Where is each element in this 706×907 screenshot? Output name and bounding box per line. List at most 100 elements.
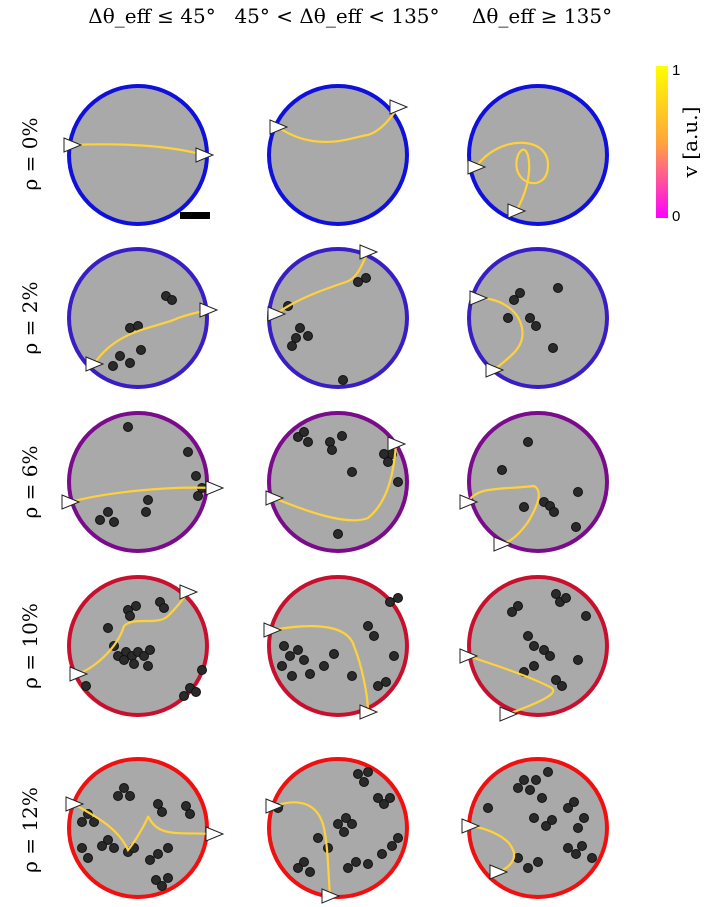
obstacle-bead [519, 502, 529, 512]
obstacle-bead [139, 651, 149, 661]
panel-r1-c1 [267, 244, 409, 389]
trajectory-line [92, 308, 210, 366]
obstacle-bead [109, 517, 119, 527]
obstacle-bead [109, 843, 119, 853]
obstacle-bead [299, 857, 309, 867]
obstacle-bead [523, 863, 533, 873]
arena-boundary [267, 575, 409, 717]
panel-r2-c0 [61, 411, 225, 553]
obstacle-bead [359, 777, 369, 787]
obstacle-bead [381, 677, 391, 687]
obstacle-bead [529, 661, 539, 671]
obstacle-bead [373, 793, 383, 803]
obstacle-bead [363, 621, 373, 631]
obstacle-bead [548, 343, 558, 353]
obstacle-bead [125, 791, 135, 801]
obstacle-bead [553, 283, 563, 293]
panel-r3-c0 [67, 575, 209, 717]
trajectory-end-marker [199, 302, 219, 318]
obstacle-bead [291, 333, 301, 343]
obstacle-bead [191, 687, 201, 697]
trajectory-line [274, 250, 370, 316]
obstacle-bead [153, 799, 163, 809]
obstacle-bead [545, 651, 555, 661]
obstacle-bead [507, 607, 517, 617]
obstacle-bead [159, 603, 169, 613]
obstacle-bead [363, 767, 373, 777]
obstacle-bead [113, 791, 123, 801]
obstacle-bead [303, 331, 313, 341]
trajectory-start-marker [461, 818, 481, 834]
trajectory-start-marker [65, 796, 85, 812]
obstacle-bead [563, 843, 573, 853]
obstacle-bead [573, 655, 583, 665]
arena-boundary [67, 411, 209, 553]
trajectory-end-marker [493, 536, 513, 552]
obstacle-bead [539, 645, 549, 655]
trajectory-end-marker [205, 480, 225, 496]
trajectory-line [476, 296, 524, 372]
trajectory-start-marker [63, 137, 83, 153]
obstacle-bead [153, 849, 163, 859]
obstacle-bead [347, 671, 357, 681]
trajectory-line [468, 824, 516, 874]
obstacle-bead [523, 631, 533, 641]
trajectory-start-marker [61, 494, 81, 510]
obstacle-bead [185, 809, 195, 819]
obstacle-bead [525, 313, 535, 323]
obstacle-bead [123, 422, 133, 432]
obstacle-bead [373, 681, 383, 691]
obstacle-bead [389, 651, 399, 661]
obstacle-bead [143, 661, 153, 671]
trajectory-end-marker [489, 864, 509, 880]
obstacle-bead [103, 835, 113, 845]
obstacle-bead [163, 843, 173, 853]
obstacle-bead [369, 631, 379, 641]
obstacle-bead [573, 487, 583, 497]
obstacle-bead [509, 295, 519, 305]
panel-r4-c1 [265, 757, 409, 904]
trajectory-line [70, 143, 206, 157]
obstacle-bead [543, 767, 553, 777]
obstacle-bead [305, 669, 315, 679]
obstacle-bead [125, 358, 135, 368]
obstacle-bead [157, 807, 167, 817]
obstacle-bead [347, 819, 357, 829]
obstacle-bead [145, 645, 155, 655]
obstacle-bead [191, 471, 201, 481]
column-header-low-turn: Δθ_eff ≤ 45° [88, 4, 216, 28]
trajectory-end-marker [359, 704, 379, 720]
obstacle-bead [97, 841, 107, 851]
obstacle-bead [353, 277, 363, 287]
obstacle-bead [108, 361, 118, 371]
obstacle-bead [569, 797, 579, 807]
trajectory-line [272, 442, 398, 522]
trajectory-end-marker [387, 436, 407, 452]
obstacle-bead [347, 467, 357, 477]
trajectory-line [466, 654, 555, 716]
scale-bar [180, 212, 210, 219]
panel-r1-c2 [467, 247, 609, 389]
obstacle-bead [333, 819, 343, 829]
obstacle-bead [197, 665, 207, 675]
trajectory-line [474, 141, 550, 213]
obstacle-bead [299, 655, 309, 665]
obstacle-bead [531, 321, 541, 331]
panel-r2-c2 [459, 411, 609, 553]
trajectory-end-marker [485, 362, 505, 378]
panel-r2-c1 [265, 411, 409, 553]
trajectory-line [68, 486, 216, 504]
column-header-mid-turn: 45° < Δθ_eff < 135° [234, 4, 440, 28]
obstacle-bead [483, 803, 493, 813]
trajectory-end-marker [195, 147, 215, 163]
trajectory-end-marker [179, 584, 199, 600]
panel-r0-c2 [467, 84, 609, 226]
obstacle-bead [339, 827, 349, 837]
obstacle-bead [551, 589, 561, 599]
obstacle-bead [351, 857, 361, 867]
arena-boundary [267, 84, 409, 226]
obstacle-bead [151, 875, 161, 885]
colorbar-min-label: 0 [672, 208, 681, 225]
obstacle-bead [163, 873, 173, 883]
trajectory-end-marker [321, 888, 341, 904]
